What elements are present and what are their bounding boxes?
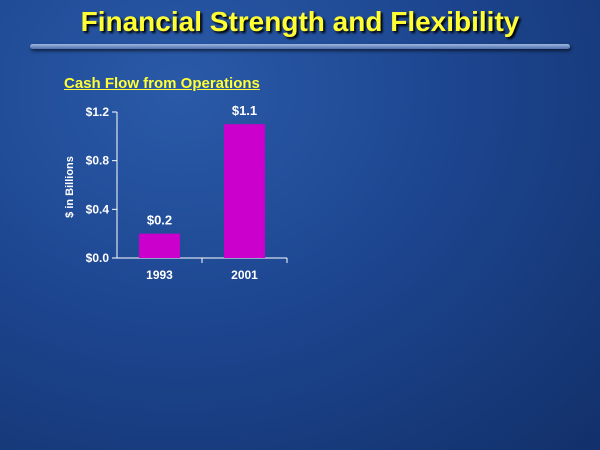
chart-title: Cash Flow from Operations [64, 75, 260, 92]
y-tick-label: $0.0 [86, 251, 110, 265]
y-tick-label: $0.4 [86, 202, 110, 216]
title-divider [30, 44, 570, 49]
bar-2001 [224, 124, 265, 259]
x-tick-label: 1993 [146, 268, 173, 282]
y-axis-label: $ in Billions [64, 156, 76, 218]
y-tick-label: $1.2 [86, 105, 110, 119]
slide-title: Financial Strength and Flexibility [80, 6, 520, 37]
y-tick-label: $0.8 [86, 154, 110, 168]
bar-1993 [139, 233, 180, 258]
bar-data-label: $0.2 [147, 213, 172, 228]
x-tick-label: 2001 [231, 268, 258, 282]
bar-data-label: $1.1 [232, 103, 257, 118]
